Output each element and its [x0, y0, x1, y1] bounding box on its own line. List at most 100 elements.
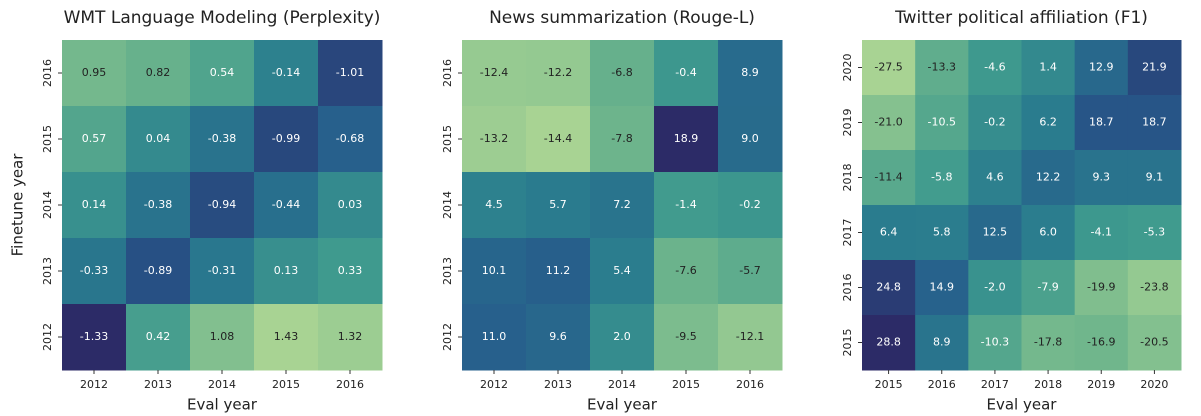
- cell-label: -12.4: [480, 66, 508, 79]
- heatmap-cell: [915, 260, 969, 316]
- cell-label: -0.89: [144, 264, 172, 277]
- heatmap-cell: [915, 205, 969, 261]
- cell-label: -1.33: [80, 330, 108, 343]
- cell-label: -0.2: [739, 198, 760, 211]
- heatmap-cell: [318, 238, 383, 305]
- heatmap-cell: [915, 95, 969, 151]
- x-axis-label: Eval year: [187, 396, 258, 414]
- cell-label: -0.94: [208, 198, 236, 211]
- heatmap-cell: [968, 260, 1022, 316]
- heatmap-cell: [62, 106, 127, 173]
- heatmap-cell: [968, 315, 1022, 371]
- heatmap-cell: [590, 238, 655, 305]
- cell-label: 1.32: [338, 330, 363, 343]
- y-tick-label: 2015: [841, 329, 854, 357]
- heatmap-cell: [126, 304, 191, 371]
- heatmap-cell: [654, 172, 719, 239]
- cell-label: 0.14: [82, 198, 107, 211]
- heatmap-cell: [190, 304, 255, 371]
- cell-label: 1.08: [210, 330, 235, 343]
- cell-label: -10.5: [928, 116, 956, 129]
- cell-label: 9.3: [1093, 171, 1111, 184]
- x-axis-label: Eval year: [987, 396, 1058, 414]
- heatmap-cell: [254, 304, 319, 371]
- cell-label: -4.1: [1091, 226, 1112, 239]
- cell-label: 4.6: [986, 171, 1004, 184]
- cell-label: -0.4: [675, 66, 696, 79]
- heatmap-cell: [1021, 205, 1076, 261]
- heatmap-cell: [1021, 40, 1076, 96]
- y-tick-label: 2016: [441, 59, 454, 87]
- cell-label: -10.3: [981, 336, 1009, 349]
- heatmap-cell: [1074, 315, 1129, 371]
- heatmap-cell: [862, 205, 916, 261]
- heatmap-cell: [718, 106, 783, 173]
- cell-label: 0.33: [338, 264, 363, 277]
- cell-label: 0.04: [146, 132, 171, 145]
- cell-label: 8.9: [741, 66, 759, 79]
- heatmap-cell: [654, 40, 719, 107]
- cell-label: 0.82: [146, 66, 171, 79]
- cell-label: 28.8: [876, 336, 901, 349]
- heatmap-cell: [462, 172, 527, 239]
- cell-label: -9.5: [675, 330, 696, 343]
- cell-label: 10.1: [482, 264, 507, 277]
- heatmap-cell: [1127, 205, 1182, 261]
- cell-label: -2.0: [984, 281, 1005, 294]
- cell-label: -7.6: [675, 264, 696, 277]
- x-tick-label: 2012: [480, 378, 508, 391]
- heatmap-cell: [318, 172, 383, 239]
- cell-label: -4.6: [984, 61, 1005, 74]
- heatmap-cell: [526, 40, 591, 107]
- cell-label: -11.4: [874, 171, 902, 184]
- heatmap-cell: [862, 95, 916, 151]
- x-axis-label: Eval year: [587, 396, 658, 414]
- cell-label: -7.8: [611, 132, 632, 145]
- cell-label: 14.9: [930, 281, 955, 294]
- chart-title: Twitter political affiliation (F1): [894, 8, 1148, 28]
- heatmap-cell: [462, 238, 527, 305]
- cell-label: 6.2: [1039, 116, 1057, 129]
- cell-label: -23.8: [1140, 281, 1168, 294]
- heatmap-cell: [462, 40, 527, 107]
- cell-label: -21.0: [874, 116, 902, 129]
- x-tick-label: 2014: [208, 378, 236, 391]
- heatmap-cell: [254, 238, 319, 305]
- cell-label: 0.95: [82, 66, 107, 79]
- heatmap-cell: [915, 150, 969, 206]
- y-tick-label: 2012: [41, 323, 54, 351]
- heatmap-cell: [62, 40, 127, 107]
- cell-label: 12.2: [1036, 171, 1061, 184]
- heatmap-cell: [654, 238, 719, 305]
- y-tick-label: 2014: [41, 191, 54, 219]
- y-tick-label: 2020: [841, 54, 854, 82]
- y-tick-label: 2018: [841, 164, 854, 192]
- heatmap-cell: [1074, 150, 1129, 206]
- heatmap-cell: [1021, 95, 1076, 151]
- heatmap-cell: [718, 304, 783, 371]
- cell-label: -0.38: [208, 132, 236, 145]
- heatmap-cell: [318, 40, 383, 107]
- heatmap-cell: [126, 40, 191, 107]
- cell-label: 11.2: [546, 264, 571, 277]
- cell-label: -12.2: [544, 66, 572, 79]
- heatmap-cell: [1021, 315, 1076, 371]
- cell-label: 24.8: [876, 281, 901, 294]
- cell-label: 9.6: [549, 330, 567, 343]
- heatmap-cell: [126, 172, 191, 239]
- heatmap-cell: [915, 315, 969, 371]
- heatmap-cell: [126, 238, 191, 305]
- cell-label: -20.5: [1140, 336, 1168, 349]
- heatmap-cell: [1127, 260, 1182, 316]
- cell-label: -0.33: [80, 264, 108, 277]
- heatmap-cell: [590, 106, 655, 173]
- cell-label: -16.9: [1087, 336, 1115, 349]
- cell-label: 4.5: [485, 198, 503, 211]
- heatmap-cell: [254, 40, 319, 107]
- cell-label: -5.3: [1144, 226, 1165, 239]
- heatmap-cell: [1074, 260, 1129, 316]
- chart-title: WMT Language Modeling (Perplexity): [64, 8, 381, 28]
- heatmap-cell: [318, 304, 383, 371]
- heatmap-cell: [190, 40, 255, 107]
